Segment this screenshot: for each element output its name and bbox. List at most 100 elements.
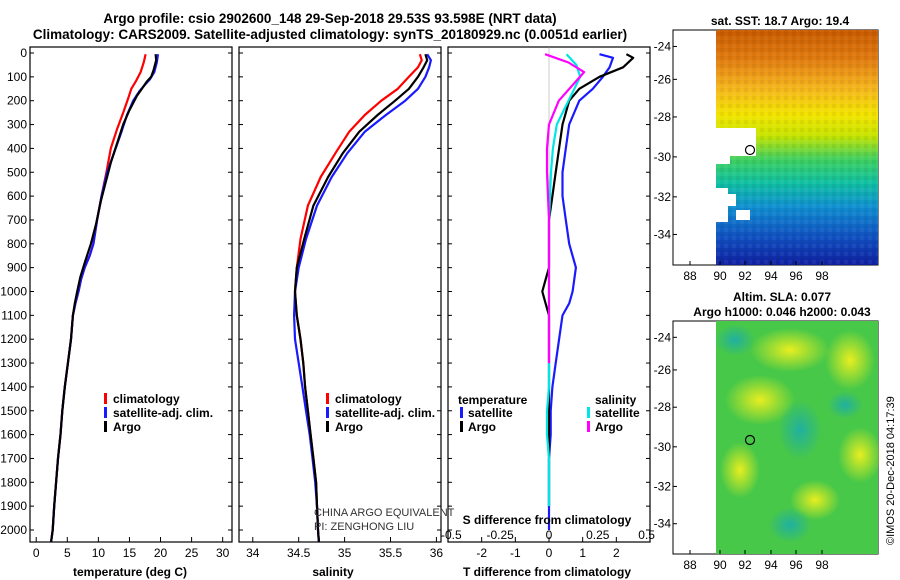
salinity-legend: climatology satellite-adj. clim. Argo <box>326 392 435 434</box>
depth-tick-label: 100 <box>7 70 27 84</box>
depth-axis: 0 100 200 300 400 500 600 700 800 900 1000 1100 1200… <box>0 46 650 537</box>
title-line-2: Climatology: CARS2009. Satellite-adjuste… <box>32 27 628 42</box>
legend-swatch-t-satellite <box>460 407 463 418</box>
temperature-panel-frame <box>29 46 233 543</box>
s-diff-tick-label: 0 <box>546 528 553 542</box>
lat-tick-label: -32 <box>654 479 672 493</box>
depth-tick-label: 300 <box>7 118 27 132</box>
legend-label-climatology: climatology <box>113 392 180 406</box>
series-line-temperature-Argo <box>541 53 635 507</box>
legend-swatch-t-argo <box>460 421 463 432</box>
temperature-xlabel: temperature (deg C) <box>73 565 187 579</box>
legend-label-argo: Argo <box>335 420 363 434</box>
lat-tick-label: -28 <box>654 400 672 414</box>
lon-tick-label: 98 <box>815 558 829 572</box>
annotation-pi: PI: ZENGHONG LIU <box>314 521 414 533</box>
legend-label-s-argo: Argo <box>595 420 623 434</box>
depth-tick-label: 900 <box>7 261 27 275</box>
legend-label-t-argo: Argo <box>468 420 496 434</box>
x-tick-label: 1 <box>579 546 586 560</box>
depth-tick-label: 2000 <box>0 523 27 537</box>
lat-tick-label: -26 <box>654 72 672 86</box>
x-tick-label: 36 <box>430 546 444 560</box>
lat-tick-label: -26 <box>654 363 672 377</box>
lat-tick-label: -24 <box>654 330 672 344</box>
depth-tick-label: 1100 <box>1 308 27 322</box>
s-diff-tick-label: 0.25 <box>586 528 610 542</box>
legend-swatch-s-argo <box>587 421 590 432</box>
x-tick-label: 35.5 <box>379 546 403 560</box>
lon-tick-label: 96 <box>789 269 803 283</box>
lon-tick-label: 98 <box>815 269 829 283</box>
x-tick-label: 5 <box>64 546 71 560</box>
lat-tick-label: -24 <box>654 39 672 53</box>
depth-tick-label: 1900 <box>0 499 27 513</box>
legend-swatch-argo <box>104 421 107 432</box>
salinity-xlabel: salinity <box>312 565 354 579</box>
legend-label-satellite: satellite-adj. clim. <box>113 406 213 420</box>
x-tick-label: 2 <box>613 546 620 560</box>
lat-tick-label: -32 <box>654 190 672 204</box>
annotation-institution: CHINA ARGO EQUIVALENT <box>314 507 455 519</box>
legend-label-argo: Argo <box>113 420 141 434</box>
legend-swatch-climatology <box>326 393 329 404</box>
imos-credit: ©IMOS 20-Dec-2018 04:17:39 <box>885 396 897 545</box>
s-diff-tick-label: -0.5 <box>441 528 462 542</box>
series-line-climatology <box>50 53 147 543</box>
legend-swatch-satellite <box>104 407 107 418</box>
depth-tick-label: 700 <box>7 213 27 227</box>
lon-tick-label: 94 <box>764 558 778 572</box>
s-difference-xlabel: S difference from climatology <box>463 513 632 527</box>
lat-tick-label: -30 <box>654 150 672 164</box>
lon-tick-label: 88 <box>683 269 697 283</box>
depth-tick-label: 1000 <box>0 285 27 299</box>
sst-map-title: sat. SST: 18.7 Argo: 19.4 <box>711 14 850 28</box>
lon-tick-label: 90 <box>713 558 727 572</box>
lat-tick-label: -30 <box>654 440 672 454</box>
x-tick-label: 0 <box>546 546 553 560</box>
legend-label-t-satellite: satellite <box>468 406 513 420</box>
legend-label-s-satellite: satellite <box>595 406 640 420</box>
x-tick-label: -2 <box>476 546 487 560</box>
depth-tick-label: 800 <box>7 237 27 251</box>
depth-tick-label: 200 <box>7 94 27 108</box>
x-tick-label: -1 <box>510 546 521 560</box>
legend-swatch-s-satellite <box>587 407 590 418</box>
x-tick-label: 25 <box>185 546 199 560</box>
x-tick-label: 34.5 <box>287 546 311 560</box>
x-tick-label: 20 <box>154 546 168 560</box>
lon-tick-label: 92 <box>738 269 752 283</box>
x-tick-label: 35 <box>338 546 352 560</box>
legend-swatch-climatology <box>104 393 107 404</box>
depth-tick-label: 500 <box>7 165 27 179</box>
sst-argo-position-marker <box>744 144 756 156</box>
title-line-1: Argo profile: csio 2902600_148 29-Sep-20… <box>103 11 557 26</box>
salinity-panel-frame <box>238 46 442 543</box>
series-line-Argo <box>50 54 158 543</box>
lon-tick-label: 94 <box>764 269 778 283</box>
series-line-salinity-Argo <box>544 53 586 364</box>
sla-map-axes: -24 -26 -28 -30 -32 -34 88 90 92 94 96 98 <box>654 330 829 572</box>
depth-tick-label: 0 <box>20 46 27 60</box>
x-tick-label: 10 <box>92 546 106 560</box>
sla-argo-position-marker <box>744 434 756 446</box>
difference-legend: temperature satellite Argo salinity sate… <box>458 393 640 434</box>
lat-tick-label: -34 <box>654 227 672 241</box>
depth-tick-label: 400 <box>7 141 27 155</box>
depth-tick-label: 1300 <box>0 356 27 370</box>
depth-tick-label: 1200 <box>0 332 27 346</box>
sla-map-field <box>715 321 882 554</box>
legend-label-satellite: satellite-adj. clim. <box>335 406 435 420</box>
sst-map-field <box>716 30 878 265</box>
sla-map-title: Altim. SLA: 0.077 <box>733 290 831 304</box>
legend-swatch-argo <box>326 421 329 432</box>
x-tick-label: 34 <box>246 546 260 560</box>
s-diff-tick-label: -0.25 <box>487 528 515 542</box>
lat-tick-label: -34 <box>654 517 672 531</box>
profile-lines <box>50 47 635 543</box>
lon-tick-label: 92 <box>738 558 752 572</box>
lat-tick-label: -28 <box>654 110 672 124</box>
lon-tick-label: 96 <box>789 558 803 572</box>
series-line-Argo <box>293 53 429 542</box>
